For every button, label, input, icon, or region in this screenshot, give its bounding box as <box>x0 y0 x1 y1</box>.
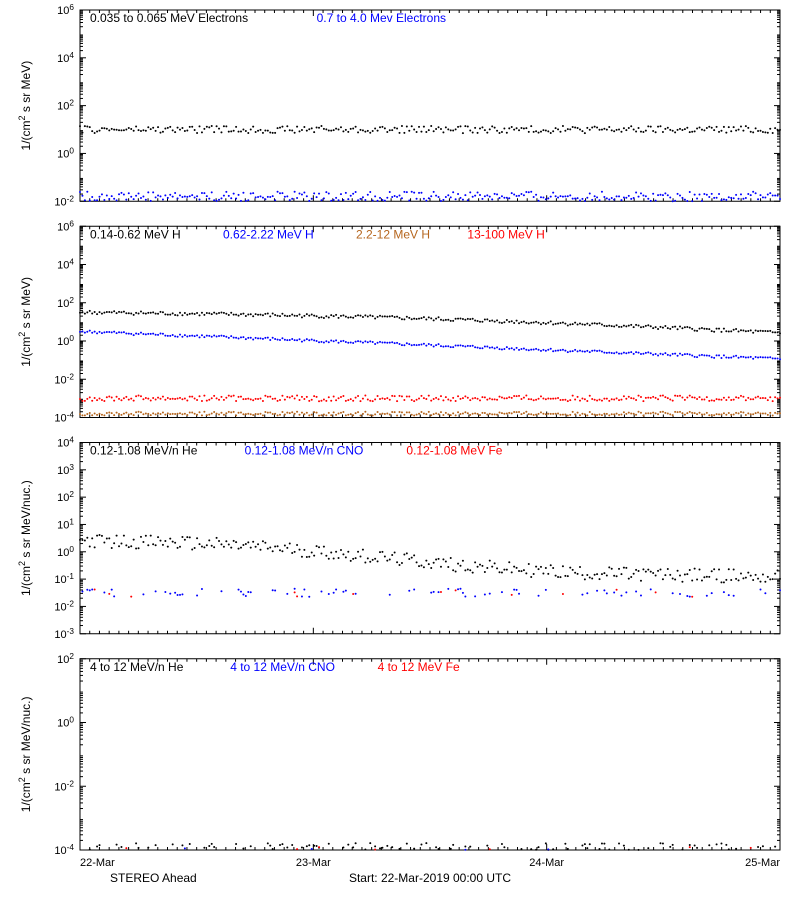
series-cno-low <box>81 588 781 598</box>
legend-ions-high-1: 4 to 12 MeV/n CNO <box>230 660 335 674</box>
legend-electrons-0: 0.035 to 0.065 MeV Electrons <box>90 11 248 25</box>
legend-hydrogen-0: 0.14-0.62 MeV H <box>90 227 181 241</box>
svg-text:100: 100 <box>57 544 74 559</box>
panel-ions-high: 10-4 10-2 100 102 1/(cm2 s sr MeV/nuc.) 4 to … <box>17 651 780 857</box>
ylabel-hydrogen: 1/(cm2 s sr MeV) <box>17 277 33 367</box>
ylabel-ions-low: 1/(cm2 s sr MeV/nuc.) <box>17 480 33 596</box>
svg-text:104: 104 <box>57 257 74 272</box>
series-h-062 <box>79 330 781 361</box>
svg-text:102: 102 <box>57 490 74 505</box>
legend-ions-high-2: 4 to 12 MeV Fe <box>378 660 460 674</box>
svg-text:102: 102 <box>57 295 74 310</box>
svg-text:102: 102 <box>57 651 74 666</box>
legend-ions-low-2: 0.12-1.08 MeV Fe <box>406 444 502 458</box>
xtick-label-3: 25-Mar <box>745 857 780 869</box>
svg-text:10-3: 10-3 <box>54 626 74 641</box>
svg-text:100: 100 <box>57 334 74 349</box>
footer-center: Start: 22-Mar-2019 00:00 UTC <box>349 871 511 885</box>
series-fe-low <box>94 588 694 597</box>
legend-ions-low-0: 0.12-1.08 MeV/n He <box>90 444 198 458</box>
footer-left: STEREO Ahead <box>110 871 197 885</box>
svg-text:10-4: 10-4 <box>54 843 74 858</box>
svg-text:103: 103 <box>57 462 74 477</box>
xtick-label-0: 22-Mar <box>80 857 115 869</box>
legend-ions-high-0: 4 to 12 MeV/n He <box>90 660 184 674</box>
series-h-13 <box>79 395 781 403</box>
svg-text:100: 100 <box>57 715 74 730</box>
legend-hydrogen-2: 2.2-12 MeV H <box>356 227 430 241</box>
svg-text:101: 101 <box>57 517 74 532</box>
xtick-label-2: 24-Mar <box>529 857 564 869</box>
panel-hydrogen: 10-4 10-2 100 102 104 106 1/(cm2 s sr MeV) 0.14… <box>17 219 781 425</box>
svg-text:104: 104 <box>57 50 74 65</box>
svg-text:106: 106 <box>57 219 74 234</box>
svg-text:10-2: 10-2 <box>54 599 74 614</box>
svg-text:104: 104 <box>57 435 74 450</box>
panel-electrons: 10-2 100 102 104 106 1/(cm2 s sr MeV) 0.035 to… <box>17 3 781 209</box>
svg-text:10-4: 10-4 <box>54 410 74 425</box>
svg-text:10-2: 10-2 <box>54 779 74 794</box>
ylabel-ions-high: 1/(cm2 s sr MeV/nuc.) <box>17 697 33 813</box>
legend-ions-low-1: 0.12-1.08 MeV/n CNO <box>245 444 364 458</box>
legend-hydrogen-1: 0.62-2.22 MeV H <box>223 227 314 241</box>
svg-text:10-1: 10-1 <box>54 572 74 587</box>
ylabel-electrons: 1/(cm2 s sr MeV) <box>17 61 33 151</box>
svg-text:10-2: 10-2 <box>54 372 74 387</box>
series-electrons-low <box>79 125 781 134</box>
xtick-label-1: 23-Mar <box>296 857 331 869</box>
panel-ions-low: 10-3 10-2 10-1 100 101 102 103 104 1/(cm2 s sr M… <box>17 435 781 641</box>
chart-container: 10-2 100 102 104 106 1/(cm2 s sr MeV) 0.035 to… <box>0 0 800 900</box>
series-he-low <box>79 534 781 583</box>
particle-flux-figure: 10-2 100 102 104 106 1/(cm2 s sr MeV) 0.035 to… <box>0 0 800 900</box>
svg-text:100: 100 <box>57 146 74 161</box>
series-h-014 <box>79 310 781 334</box>
svg-text:10-2: 10-2 <box>54 194 74 209</box>
svg-text:102: 102 <box>57 98 74 113</box>
legend-hydrogen-3: 13-100 MeV H <box>467 227 544 241</box>
legend-electrons-1: 0.7 to 4.0 Mev Electrons <box>317 11 446 25</box>
svg-text:106: 106 <box>57 3 74 18</box>
